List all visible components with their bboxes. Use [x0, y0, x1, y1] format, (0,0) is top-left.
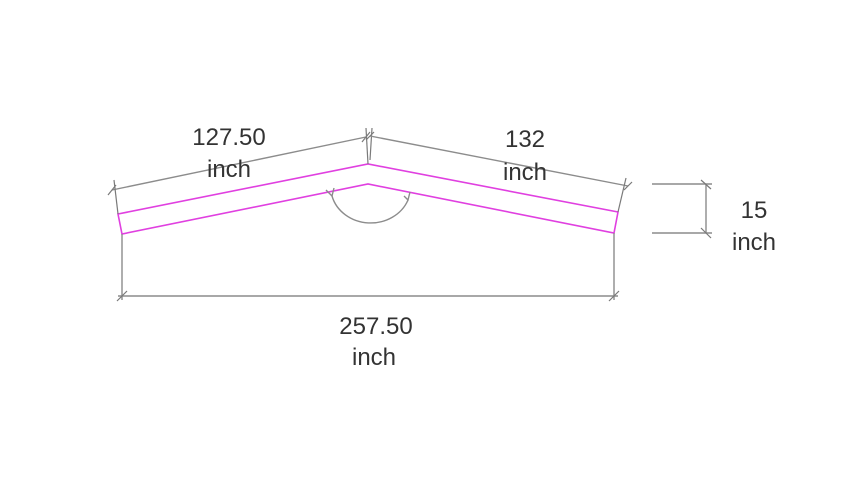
left-dimension-tick-start [107, 184, 117, 196]
angle-arrow-right [403, 191, 411, 202]
span-dimension-unit: inch [352, 344, 396, 371]
apex-extension-left [365, 127, 369, 165]
thickness-dimension-unit: inch [732, 229, 776, 256]
right-dimension-line [369, 135, 629, 187]
left-dimension-line [111, 136, 367, 191]
right-dimension-unit: inch [503, 159, 547, 186]
span-tick-left [116, 290, 128, 302]
angle-arrow-left [325, 187, 335, 198]
span-dimension-value: 257.50 [339, 313, 412, 340]
right-dimension-tick-start [365, 131, 375, 141]
left-dimension-value: 127.50 [192, 124, 265, 151]
span-tick-right [608, 290, 620, 302]
left-dimension-unit: inch [207, 156, 251, 183]
apex-extension-right [369, 127, 373, 161]
thickness-dimension-value: 15 [741, 197, 768, 224]
right-dimension-tick-end [623, 181, 633, 191]
angle-arc [331, 195, 409, 224]
right-dimension-value: 132 [505, 126, 545, 153]
thickness-tick-top [700, 179, 712, 190]
left-dimension-extension-start [113, 179, 119, 215]
right-dimension-extension-end [617, 177, 627, 213]
thickness-tick-bottom [700, 227, 712, 239]
